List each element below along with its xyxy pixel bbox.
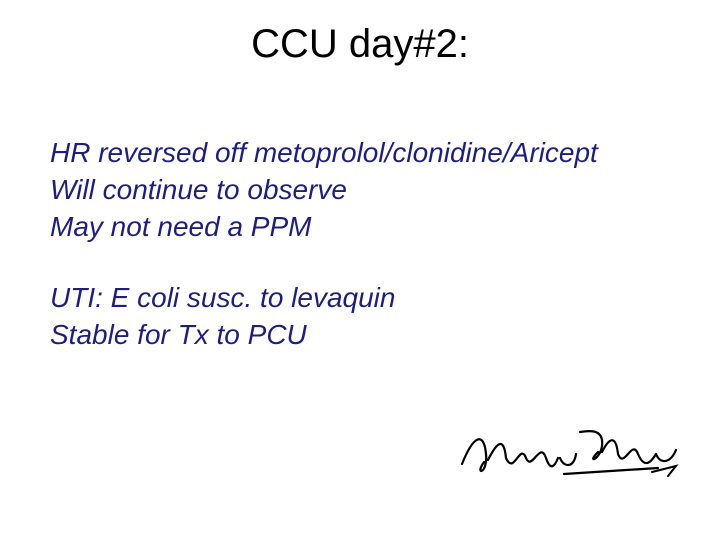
slide: CCU day#2: HR reversed off metoprolol/cl…: [0, 0, 720, 540]
note-line: Stable for Tx to PCU: [50, 317, 680, 352]
note-line: UTI: E coli susc. to levaquin: [50, 280, 680, 315]
body-text: HR reversed off metoprolol/clonidine/Ari…: [50, 135, 680, 354]
note-line: HR reversed off metoprolol/clonidine/Ari…: [50, 135, 680, 170]
note-line: May not need a PPM: [50, 209, 680, 244]
paragraph-gap: [50, 246, 680, 280]
signature-icon: [454, 424, 684, 484]
page-title: CCU day#2:: [0, 22, 720, 67]
note-line: Will continue to observe: [50, 172, 680, 207]
